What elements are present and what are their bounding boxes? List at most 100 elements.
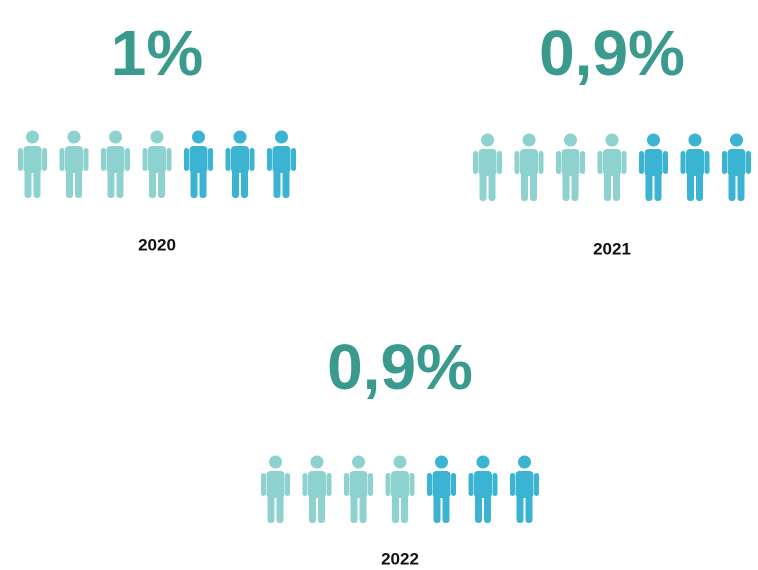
person-head bbox=[192, 130, 205, 144]
person-head bbox=[522, 133, 536, 147]
person-torso bbox=[349, 471, 368, 498]
person-icon bbox=[59, 130, 89, 198]
person-leg bbox=[267, 493, 275, 523]
person-arm bbox=[473, 151, 478, 174]
person-leg bbox=[521, 171, 528, 201]
person-icon bbox=[385, 455, 415, 523]
percentage-value: 0,9% bbox=[539, 17, 685, 89]
person-leg bbox=[401, 493, 408, 523]
person-leg bbox=[654, 171, 662, 201]
person-leg bbox=[309, 493, 316, 523]
person-arm bbox=[101, 148, 106, 171]
person-icon bbox=[722, 133, 751, 201]
people-row bbox=[261, 455, 539, 523]
person-head bbox=[605, 133, 619, 147]
person-head bbox=[481, 133, 494, 147]
person-leg bbox=[728, 171, 736, 201]
person-arm bbox=[368, 473, 373, 496]
person-arm bbox=[722, 151, 727, 174]
person-head bbox=[269, 455, 282, 469]
person-arm bbox=[326, 473, 332, 496]
person-arm bbox=[639, 151, 644, 174]
person-arm bbox=[225, 148, 231, 171]
people-row bbox=[18, 130, 296, 198]
person-torso bbox=[106, 146, 125, 173]
person-torso bbox=[520, 149, 538, 176]
person-icon bbox=[556, 133, 585, 201]
person-icon bbox=[302, 455, 332, 523]
person-icon bbox=[639, 133, 668, 201]
person-head bbox=[233, 130, 247, 144]
person-leg bbox=[562, 171, 570, 201]
person-head bbox=[275, 130, 288, 144]
person-torso bbox=[727, 149, 746, 176]
panel: 0,9% 2021 bbox=[473, 17, 751, 258]
person-icon bbox=[18, 130, 47, 198]
person-arm bbox=[663, 151, 668, 174]
person-torso bbox=[686, 149, 704, 176]
person-head bbox=[647, 133, 660, 147]
person-icon bbox=[101, 130, 130, 198]
person-arm bbox=[184, 148, 189, 171]
person-arm bbox=[249, 148, 255, 171]
person-torso bbox=[266, 471, 285, 498]
person-torso bbox=[603, 149, 621, 176]
person-arm bbox=[18, 148, 23, 171]
panel: 0,9% 2022 bbox=[261, 331, 539, 568]
person-leg bbox=[525, 493, 533, 523]
person-arm bbox=[497, 151, 502, 174]
person-icon bbox=[344, 455, 373, 523]
person-leg bbox=[107, 168, 115, 198]
person-torso bbox=[148, 146, 166, 173]
person-arm bbox=[704, 151, 710, 174]
person-head bbox=[26, 130, 39, 144]
person-leg bbox=[696, 171, 703, 201]
person-leg bbox=[479, 171, 487, 201]
person-arm bbox=[142, 148, 148, 171]
person-head bbox=[393, 455, 407, 469]
person-icon bbox=[267, 130, 296, 198]
person-arm bbox=[261, 473, 266, 496]
person-arm bbox=[514, 151, 520, 174]
person-torso bbox=[515, 471, 534, 498]
person-leg bbox=[33, 168, 41, 198]
person-head bbox=[518, 455, 531, 469]
person-head bbox=[476, 455, 490, 469]
person-leg bbox=[604, 171, 611, 201]
panel: 1% 2020 bbox=[18, 17, 296, 254]
person-arm bbox=[344, 473, 349, 496]
person-leg bbox=[737, 171, 745, 201]
year-label: 2021 bbox=[593, 239, 631, 258]
person-leg bbox=[488, 171, 496, 201]
person-arm bbox=[597, 151, 603, 174]
person-torso bbox=[432, 471, 451, 498]
person-leg bbox=[190, 168, 198, 198]
person-head bbox=[150, 130, 164, 144]
person-leg bbox=[66, 168, 73, 198]
person-icon bbox=[142, 130, 172, 198]
person-leg bbox=[276, 493, 284, 523]
person-icon bbox=[597, 133, 627, 201]
person-torso bbox=[391, 471, 409, 498]
person-arm bbox=[746, 151, 751, 174]
person-leg bbox=[530, 171, 537, 201]
person-arm bbox=[291, 148, 296, 171]
person-arm bbox=[125, 148, 130, 171]
person-torso bbox=[478, 149, 497, 176]
person-torso bbox=[231, 146, 249, 173]
person-icon bbox=[468, 455, 498, 523]
person-leg bbox=[687, 171, 694, 201]
person-leg bbox=[359, 493, 367, 523]
person-icon bbox=[473, 133, 502, 201]
person-arm bbox=[538, 151, 544, 174]
person-arm bbox=[580, 151, 585, 174]
person-leg bbox=[241, 168, 248, 198]
person-head bbox=[730, 133, 743, 147]
person-head bbox=[67, 130, 81, 144]
person-leg bbox=[318, 493, 325, 523]
person-head bbox=[688, 133, 702, 147]
person-leg bbox=[282, 168, 290, 198]
person-arm bbox=[510, 473, 515, 496]
person-leg bbox=[571, 171, 579, 201]
